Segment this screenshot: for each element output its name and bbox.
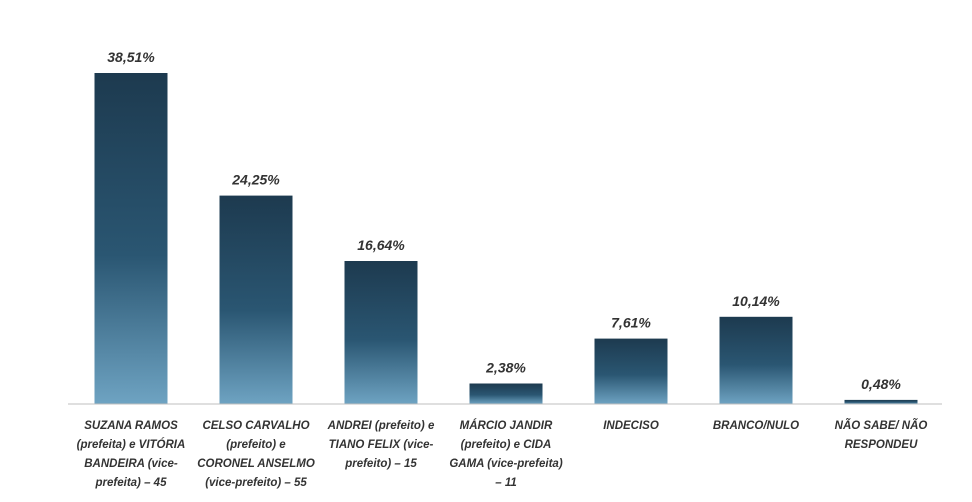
category-label-5-line-0: BRANCO/NULO — [713, 420, 799, 432]
category-label-0-line-2: BANDEIRA (vice- — [84, 458, 178, 470]
bar-2 — [344, 261, 418, 404]
category-label-1-line-3: (vice-prefeito) – 55 — [205, 477, 307, 489]
category-label-2-line-2: prefeito) – 15 — [344, 458, 417, 470]
category-label-6-line-0: NÃO SABE/ NÃO — [835, 419, 928, 432]
category-label-2: ANDREI (prefeito) e TIANO FELIX (vice-pre… — [327, 420, 435, 470]
category-label-3: MÁRCIO JANDIR (prefeito) e CIDA GAMA (vice… — [449, 419, 562, 489]
category-label-0: SUZANA RAMOS (prefeita) e VITÓRIA BANDEIRA… — [77, 420, 186, 489]
category-label-0-line-3: prefeita) – 45 — [95, 477, 168, 489]
category-label-4: INDECISO — [603, 420, 659, 432]
value-label-1: 24,25% — [231, 172, 280, 188]
bar-5 — [719, 316, 793, 404]
value-label-3: 2,38% — [485, 360, 526, 376]
category-labels-group: SUZANA RAMOS (prefeita) e VITÓRIA BANDEIRA… — [77, 419, 928, 489]
category-label-3-line-1: (prefeito) e CIDA — [461, 439, 552, 451]
category-label-0-line-0: SUZANA RAMOS — [84, 420, 178, 432]
category-label-6: NÃO SABE/ NÃO RESPONDEU — [835, 419, 928, 451]
value-label-5: 10,14% — [732, 293, 780, 309]
category-label-2-line-1: TIANO FELIX (vice- — [329, 439, 434, 451]
bar-4 — [594, 338, 668, 404]
value-label-0: 38,51% — [107, 49, 155, 65]
value-label-4: 7,61% — [611, 315, 651, 331]
value-label-2: 16,64% — [357, 237, 405, 253]
bar-6 — [844, 399, 918, 404]
value-labels-group: 38,51% 24,25% 16,64% 2,38% 7,61% 10,14% 0,48% — [107, 49, 901, 392]
bar-1 — [219, 195, 293, 404]
value-label-6: 0,48% — [861, 376, 901, 392]
category-label-0-line-1: (prefeita) e VITÓRIA — [77, 438, 186, 451]
category-label-3-line-3: – 11 — [495, 477, 517, 489]
category-label-1-line-0: CELSO CARVALHO — [202, 420, 309, 432]
category-label-1-line-1: (prefeito) e — [226, 439, 286, 451]
category-label-3-line-0: MÁRCIO JANDIR — [460, 419, 553, 432]
bars-group — [94, 73, 918, 404]
bar-3 — [469, 383, 543, 404]
category-label-3-line-2: GAMA (vice-prefeita) — [449, 458, 562, 470]
category-label-1: CELSO CARVALHO (prefeito) e CORONEL ANSELM… — [197, 420, 315, 489]
bar-0 — [94, 73, 168, 404]
category-label-6-line-1: RESPONDEU — [845, 439, 919, 451]
category-label-5: BRANCO/NULO — [713, 420, 799, 432]
category-label-2-line-0: ANDREI (prefeito) e — [327, 420, 435, 432]
category-label-1-line-2: CORONEL ANSELMO — [197, 458, 315, 470]
category-label-4-line-0: INDECISO — [603, 420, 659, 432]
